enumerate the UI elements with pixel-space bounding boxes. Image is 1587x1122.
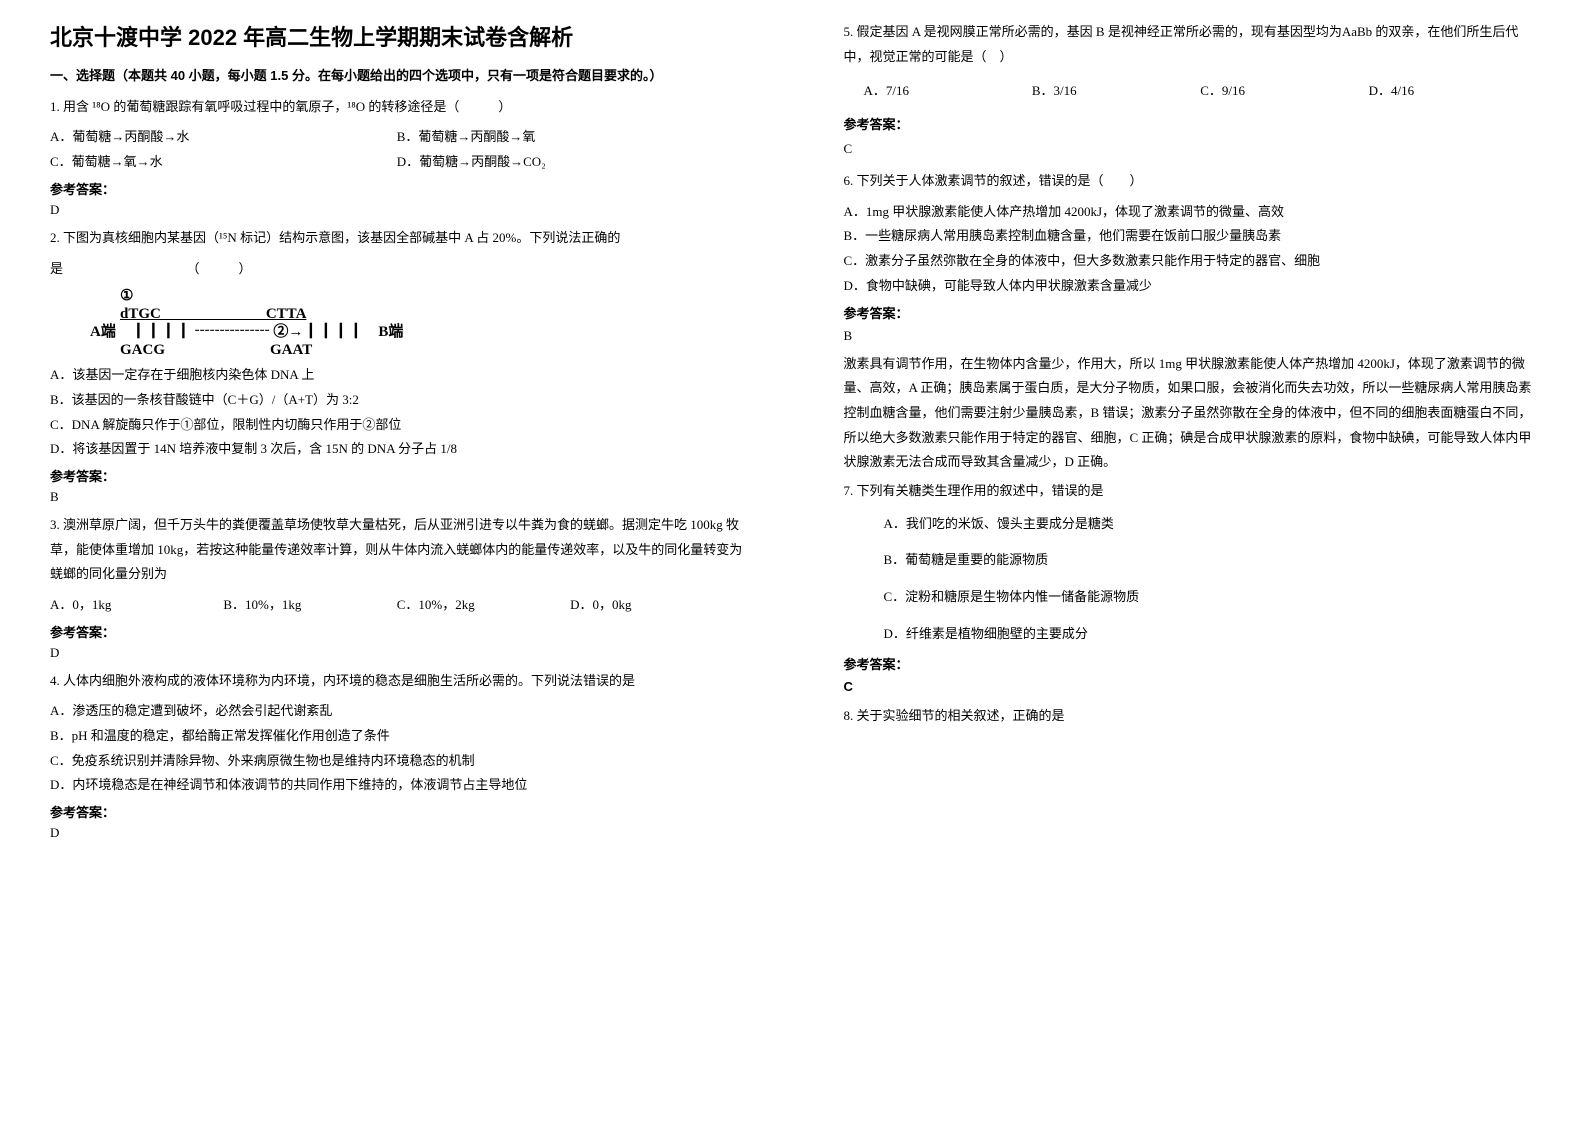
q5-answer: C (844, 141, 1538, 157)
q4-text: 4. 人体内细胞外液构成的液体环境称为内环境，内环境的稳态是细胞生活所必需的。下… (50, 669, 744, 694)
q2-answer-label: 参考答案： (50, 466, 744, 485)
q1-answer-label: 参考答案： (50, 179, 744, 198)
q3-options: A．0，1kg B．10%，1kg C．10%，2kg D．0，0kg (50, 593, 744, 618)
q6-explanation: 激素具有调节作用，在生物体内含量少，作用大，所以 1mg 甲状腺激素能使人体产热… (844, 352, 1538, 475)
q6-a: A．1mg 甲状腺激素能使人体产热增加 4200kJ，体现了激素调节的微量、高效 (844, 200, 1538, 225)
q1-options-row2: C．葡萄糖→氧→水 D．葡萄糖→丙酮酸→CO₂ (50, 150, 744, 175)
q8-text: 8. 关于实验细节的相关叙述，正确的是 (844, 704, 1538, 729)
q3-b: B．10%，1kg (223, 593, 396, 618)
q5-d: D．4/16 (1369, 79, 1537, 104)
q1-d: D．葡萄糖→丙酮酸→CO₂ (397, 150, 744, 175)
q5-a: A．7/16 (864, 79, 1032, 104)
q6-b: B．一些糖尿病人常用胰岛素控制血糖含量，他们需要在饭前口服少量胰岛素 (844, 224, 1538, 249)
q6-c: C．激素分子虽然弥散在全身的体液中，但大多数激素只能作用于特定的器官、细胞 (844, 249, 1538, 274)
q2-b: B．该基因的一条核苷酸链中（C＋G）/（A+T）为 3:2 (50, 388, 744, 413)
q2-diag-l1: ① (120, 287, 744, 305)
q4-a: A．渗透压的稳定遭到破坏，必然会引起代谢紊乱 (50, 699, 744, 724)
q3-text: 3. 澳洲草原广阔，但千万头牛的粪便覆盖草场使牧草大量枯死，后从亚洲引进专以牛粪… (50, 513, 744, 587)
q3-answer-label: 参考答案： (50, 622, 744, 641)
q7-a: A．我们吃的米饭、馒头主要成分是糖类 (884, 512, 1538, 537)
q5-options: A．7/16 B．3/16 C．9/16 D．4/16 (864, 79, 1538, 104)
q2-diag-l2: dTGC CTTA (120, 305, 744, 323)
q3-d: D．0，0kg (570, 593, 743, 618)
q5-text: 5. 假定基因 A 是视网膜正常所必需的，基因 B 是视神经正常所必需的，现有基… (844, 20, 1538, 69)
q1-b: B．葡萄糖→丙酮酸→氧 (397, 125, 744, 150)
q2-d: D．将该基因置于 14N 培养液中复制 3 次后，含 15N 的 DNA 分子占… (50, 437, 744, 462)
q2-text: 2. 下图为真核细胞内某基因（¹⁵N 标记）结构示意图，该基因全部碱基中 A 占… (50, 226, 744, 251)
q2-diagram: ① dTGC CTTA A端 ┃┃┃┃ ┄┄┄┄┄ ②→┃┃┃┃ B端 GACG… (90, 287, 744, 359)
q2-answer: B (50, 489, 744, 505)
q7-c: C．淀粉和糖原是生物体内惟一储备能源物质 (884, 585, 1538, 610)
right-column: 5. 假定基因 A 是视网膜正常所必需的，基因 B 是视神经正常所必需的，现有基… (794, 20, 1587, 1102)
q4-d: D．内环境稳态是在神经调节和体液调节的共同作用下维持的，体液调节占主导地位 (50, 773, 744, 798)
q7-answer-label: 参考答案： (844, 654, 1538, 673)
q2-diag-l3: A端 ┃┃┃┃ ┄┄┄┄┄ ②→┃┃┃┃ B端 (90, 323, 744, 341)
q5-c: C．9/16 (1200, 79, 1368, 104)
q6-d: D．食物中缺碘，可能导致人体内甲状腺激素含量减少 (844, 274, 1538, 299)
section-header: 一、选择题（本题共 40 小题，每小题 1.5 分。在每小题给出的四个选项中，只… (50, 66, 744, 87)
q3-answer: D (50, 645, 744, 661)
q1-text: 1. 用含 ¹⁸O 的葡萄糖跟踪有氧呼吸过程中的氧原子，¹⁸O 的转移途径是（ … (50, 95, 744, 120)
q1-options-row1: A．葡萄糖→丙酮酸→水 B．葡萄糖→丙酮酸→氧 (50, 125, 744, 150)
q2-diag-l4: GACG GAAT (120, 341, 744, 359)
q7-text: 7. 下列有关糖类生理作用的叙述中，错误的是 (844, 479, 1538, 504)
q1-c: C．葡萄糖→氧→水 (50, 150, 397, 175)
left-column: 北京十渡中学 2022 年高二生物上学期期末试卷含解析 一、选择题（本题共 40… (0, 20, 794, 1102)
q6-answer-label: 参考答案： (844, 303, 1538, 322)
q4-answer-label: 参考答案： (50, 802, 744, 821)
q7-answer: C (844, 679, 1538, 694)
q4-b: B．pH 和温度的稳定，都给酶正常发挥催化作用创造了条件 (50, 724, 744, 749)
q2-a: A．该基因一定存在于细胞核内染色体 DNA 上 (50, 363, 744, 388)
q3-c: C．10%，2kg (397, 593, 570, 618)
q1-answer: D (50, 202, 744, 218)
q1-a: A．葡萄糖→丙酮酸→水 (50, 125, 397, 150)
q5-b: B．3/16 (1032, 79, 1200, 104)
q2-text2: 是 （ ） (50, 257, 744, 282)
q3-a: A．0，1kg (50, 593, 223, 618)
q7-d: D．纤维素是植物细胞壁的主要成分 (884, 622, 1538, 647)
q6-answer: B (844, 328, 1538, 344)
q4-answer: D (50, 825, 744, 841)
page-title: 北京十渡中学 2022 年高二生物上学期期末试卷含解析 (50, 20, 744, 52)
q4-c: C．免疫系统识别并清除异物、外来病原微生物也是维持内环境稳态的机制 (50, 749, 744, 774)
q7-b: B．葡萄糖是重要的能源物质 (884, 548, 1538, 573)
q5-answer-label: 参考答案： (844, 114, 1538, 133)
q2-c: C．DNA 解旋酶只作于①部位，限制性内切酶只作用于②部位 (50, 413, 744, 438)
q6-text: 6. 下列关于人体激素调节的叙述，错误的是（ ） (844, 169, 1538, 194)
